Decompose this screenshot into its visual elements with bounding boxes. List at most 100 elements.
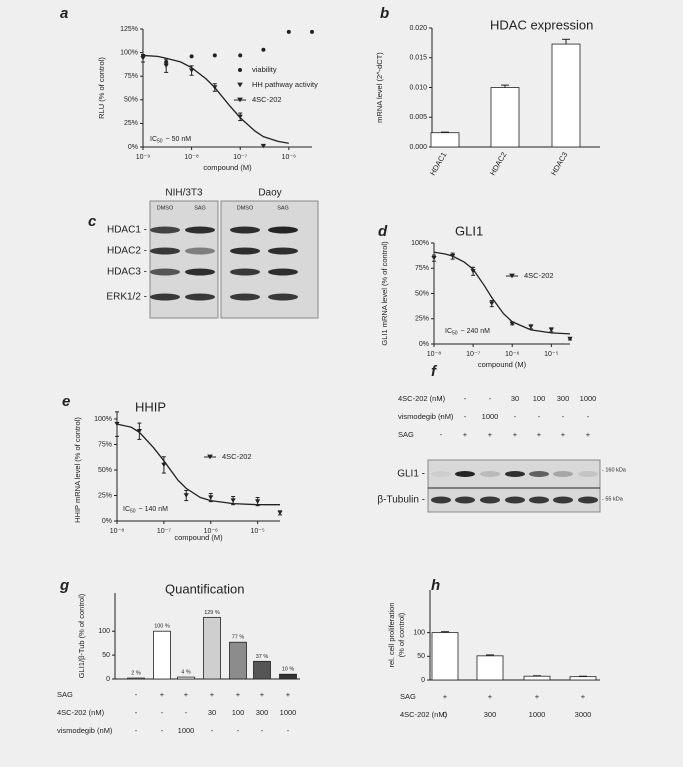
row-label: GLI1 - bbox=[397, 469, 425, 480]
band bbox=[230, 268, 260, 276]
table-cell: + bbox=[236, 690, 241, 699]
table-cell: + bbox=[537, 430, 542, 439]
bar bbox=[279, 673, 297, 680]
table-cell: 300 bbox=[484, 710, 497, 719]
band bbox=[553, 471, 573, 477]
value-label: 100 % bbox=[154, 624, 170, 630]
panel-title: HDAC expression bbox=[490, 17, 593, 32]
panel-title: GLI1 bbox=[455, 223, 483, 238]
y-tick-label: 75% bbox=[98, 441, 112, 448]
table-cell: 1000 bbox=[580, 394, 597, 403]
lane-label: DMSO bbox=[157, 205, 174, 211]
table-cell: + bbox=[513, 430, 518, 439]
point bbox=[208, 495, 214, 500]
band bbox=[480, 471, 500, 477]
band bbox=[230, 226, 260, 234]
band bbox=[268, 247, 298, 255]
x-axis-label: compound (M) bbox=[478, 360, 527, 369]
band bbox=[185, 268, 215, 276]
annotation-sub: 50 bbox=[452, 331, 458, 337]
row-label: ERK1/2 - bbox=[106, 292, 147, 303]
panel-letter: a bbox=[60, 5, 68, 22]
y-tick-label: 100% bbox=[411, 240, 429, 247]
y-axis-label: RLU (% of control) bbox=[97, 57, 106, 119]
point bbox=[489, 301, 495, 306]
x-tick-label: 10⁻⁹ bbox=[136, 154, 150, 161]
lane-label: DMSO bbox=[237, 205, 254, 211]
table-cell: + bbox=[535, 692, 540, 701]
table-cell: - bbox=[185, 708, 188, 717]
lane-label: SAG bbox=[277, 205, 289, 211]
point bbox=[470, 269, 476, 274]
point bbox=[212, 53, 217, 58]
band bbox=[185, 293, 215, 301]
table-cell: - bbox=[135, 708, 138, 717]
legend-label: 4SC-202 bbox=[252, 95, 282, 104]
y-tick-label: 0% bbox=[102, 518, 112, 525]
panel-letter: c bbox=[88, 213, 97, 230]
value-label: 37 % bbox=[256, 654, 269, 660]
annotation-rest: ~ 140 nM bbox=[139, 506, 169, 513]
row-label: HDAC2 - bbox=[107, 246, 147, 257]
table-row-label: vismodegib (nM) bbox=[398, 412, 454, 421]
table-cell: + bbox=[561, 430, 566, 439]
row-label: HDAC1 - bbox=[107, 225, 147, 236]
fit-curve bbox=[116, 423, 280, 506]
table-cell: - bbox=[440, 430, 443, 439]
bar bbox=[431, 632, 459, 681]
x-tick-label: 10⁻⁸ bbox=[184, 154, 198, 161]
point bbox=[528, 324, 534, 330]
table-cell: + bbox=[581, 692, 586, 701]
annotation-rest: ~ 50 nM bbox=[166, 136, 192, 143]
annotation-text: IC bbox=[445, 328, 452, 335]
y-tick-label: 50% bbox=[124, 97, 138, 104]
y-tick-label: 100 bbox=[98, 628, 110, 635]
y-tick-label: 25% bbox=[415, 316, 429, 323]
table-cell: - bbox=[135, 726, 138, 735]
point bbox=[136, 429, 142, 434]
band bbox=[578, 471, 598, 477]
annotation: IC50 ~ 240 nM bbox=[445, 328, 490, 337]
bar bbox=[476, 655, 504, 681]
legend-label: 4SC-202 bbox=[222, 452, 252, 461]
group-label: Daoy bbox=[258, 188, 281, 199]
table-cell: - bbox=[464, 412, 467, 421]
table-cell: - bbox=[587, 412, 590, 421]
table-row-label: SAG bbox=[57, 690, 73, 699]
table-cell: - bbox=[161, 708, 164, 717]
table-cell: - bbox=[161, 726, 164, 735]
x-tick-label: 10⁻⁸ bbox=[427, 351, 441, 358]
point bbox=[255, 499, 261, 504]
table-cell: + bbox=[463, 430, 468, 439]
point bbox=[230, 498, 236, 503]
y-tick-label: 25% bbox=[124, 120, 138, 127]
table-cell: + bbox=[210, 690, 215, 699]
table-cell: + bbox=[260, 690, 265, 699]
bar bbox=[253, 660, 271, 680]
bar bbox=[203, 616, 221, 680]
table-cell: - bbox=[135, 690, 138, 699]
point bbox=[277, 510, 283, 516]
point bbox=[286, 29, 291, 34]
legend-marker bbox=[207, 454, 213, 460]
table-cell: + bbox=[286, 690, 291, 699]
blot bbox=[220, 200, 319, 319]
band bbox=[529, 496, 549, 504]
annotation-sub: 50 bbox=[130, 509, 136, 515]
table-cell: - bbox=[287, 726, 290, 735]
y-tick-label: 0.020 bbox=[409, 25, 427, 32]
size-marker: - 55 kDa bbox=[602, 496, 624, 502]
fit-curve bbox=[433, 251, 571, 335]
bar bbox=[551, 43, 581, 148]
table-cell: - bbox=[211, 726, 214, 735]
x-axis-label: compound (M) bbox=[203, 163, 252, 172]
y-axis-label: (% of control) bbox=[397, 612, 406, 657]
table-cell: 1000 bbox=[529, 710, 546, 719]
panel-title: Quantification bbox=[165, 581, 245, 596]
point bbox=[114, 421, 120, 427]
band bbox=[150, 268, 180, 276]
legend-marker bbox=[237, 82, 243, 88]
point bbox=[567, 336, 573, 342]
table-cell: + bbox=[586, 430, 591, 439]
